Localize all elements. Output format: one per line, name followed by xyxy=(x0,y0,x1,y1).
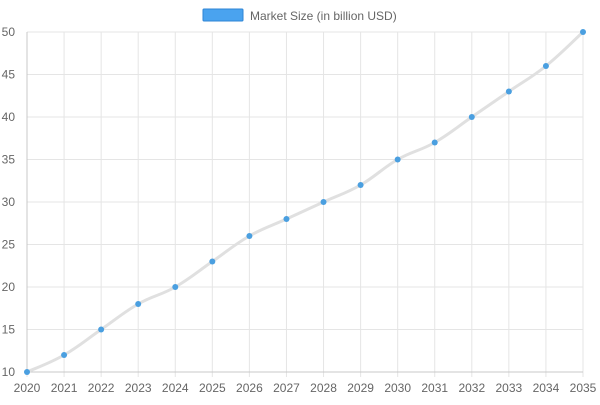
axes xyxy=(26,32,583,373)
x-tick-label: 2030 xyxy=(384,381,411,395)
data-point-2033[interactable] xyxy=(505,88,512,95)
legend[interactable]: Market Size (in billion USD) xyxy=(202,8,397,23)
x-tick-label: 2027 xyxy=(273,381,300,395)
data-point-2026[interactable] xyxy=(246,233,253,239)
y-tick-label: 50 xyxy=(2,25,16,39)
x-tick-label: 2020 xyxy=(14,381,41,395)
x-tick-label: 2023 xyxy=(125,381,152,395)
data-point-2035[interactable] xyxy=(580,29,586,35)
x-tick-label: 2033 xyxy=(496,381,523,395)
y-tick-label: 20 xyxy=(2,280,16,294)
x-tick-label: 2032 xyxy=(458,381,485,395)
data-point-2029[interactable] xyxy=(357,182,364,188)
x-tick-label: 2034 xyxy=(533,381,560,395)
y-tick-label: 40 xyxy=(2,110,16,124)
data-point-2032[interactable] xyxy=(468,114,475,120)
x-tick-label: 2029 xyxy=(347,381,374,395)
legend-label: Market Size (in billion USD) xyxy=(250,9,397,23)
data-point-2027[interactable] xyxy=(283,216,290,222)
data-point-2028[interactable] xyxy=(320,199,327,205)
y-tick-label: 45 xyxy=(2,68,16,82)
grid-lines xyxy=(26,31,584,377)
x-tick-label: 2026 xyxy=(236,381,263,395)
data-point-2034[interactable] xyxy=(542,63,549,69)
data-point-2023[interactable] xyxy=(135,301,142,307)
data-point-2025[interactable] xyxy=(209,258,216,265)
data-point-2020[interactable] xyxy=(24,369,30,375)
data-point-2022[interactable] xyxy=(98,326,105,333)
data-point-2031[interactable] xyxy=(431,139,438,146)
data-point-2030[interactable] xyxy=(394,156,401,163)
y-axis-tick-labels: 10 15 20 25 30 35 40 45 50 xyxy=(2,25,16,379)
y-tick-label: 15 xyxy=(2,323,16,337)
data-point-2021[interactable] xyxy=(61,352,68,358)
series-line xyxy=(26,30,585,374)
x-tick-label: 2025 xyxy=(199,381,226,395)
y-tick-label: 30 xyxy=(2,195,16,209)
x-axis-tick-labels: 2020 2021 2022 2023 2024 2025 2026 2027 2028 2029… xyxy=(14,381,597,395)
x-tick-label: 2021 xyxy=(51,381,78,395)
data-point-2024[interactable] xyxy=(172,284,179,290)
y-tick-label: 35 xyxy=(2,153,16,167)
x-tick-label: 2022 xyxy=(88,381,115,395)
series-market-size xyxy=(24,29,586,375)
x-tick-label: 2024 xyxy=(162,381,189,395)
y-tick-label: 25 xyxy=(2,238,16,252)
legend-swatch xyxy=(202,8,244,22)
x-tick-label: 2028 xyxy=(310,381,337,395)
x-tick-label: 2035 xyxy=(570,381,597,395)
y-tick-label: 10 xyxy=(2,365,16,379)
x-tick-label: 2031 xyxy=(421,381,448,395)
